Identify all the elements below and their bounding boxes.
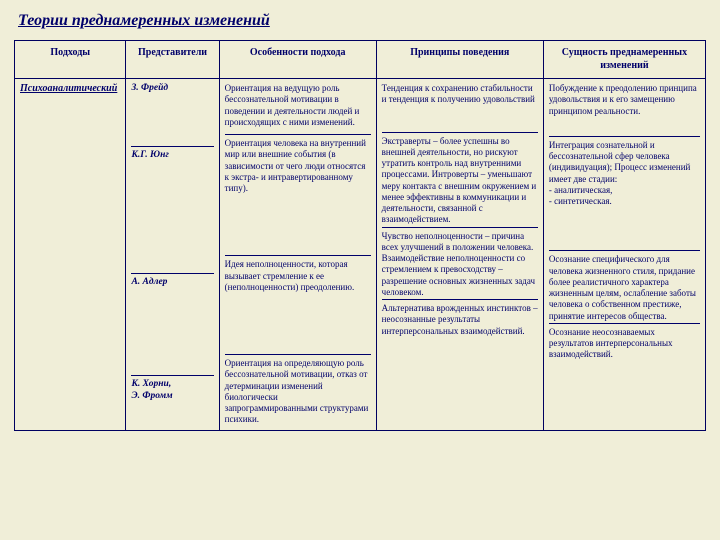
representatives-cell-item: К. Хорни, Э. Фромм	[131, 375, 213, 403]
principles-cell-item: Экстраверты – более успешны во внешней д…	[382, 132, 538, 226]
features-cell-item: Идея неполноценности, которая вызывает с…	[225, 255, 371, 293]
page-title: Теории преднамеренных изменений	[18, 12, 706, 30]
essence-cell-item: Осознание неосознаваемых результатов инт…	[549, 323, 700, 361]
approach-cell: Психоаналитический	[15, 79, 126, 431]
essence-cell-item: Интеграция сознательной и бессознательно…	[549, 136, 700, 208]
header-row: Подходы Представители Особенности подход…	[15, 41, 706, 79]
essence-cell-item: Побуждение к преодолению принципа удовол…	[549, 83, 700, 117]
essence-cell: Побуждение к преодолению принципа удовол…	[543, 79, 705, 431]
approach-label: Психоаналитический	[20, 83, 120, 96]
header-principles: Принципы поведения	[376, 41, 543, 79]
table-row: Психоаналитический З. Фрейд К.Г. Юнг А. Адл…	[15, 79, 706, 431]
features-cell-item: Ориентация на определяющую роль бессозна…	[225, 354, 371, 426]
essence-cell-item: Осознание специфического для человека жи…	[549, 250, 700, 322]
principles-cell-item: Чувство неполноценности – причина всех у…	[382, 227, 538, 299]
header-approach: Подходы	[15, 41, 126, 79]
representatives-cell-item: З. Фрейд	[131, 83, 213, 95]
theory-table: Подходы Представители Особенности подход…	[14, 40, 706, 431]
header-essence: Сущность преднамеренных изменений	[543, 41, 705, 79]
representatives-cell: З. Фрейд К.Г. Юнг А. Адлер К. Хорни, Э. Фро…	[126, 79, 219, 431]
table-body: Психоаналитический З. Фрейд К.Г. Юнг А. Адл…	[15, 79, 706, 431]
principles-cell-item: Тенденция к сохранению стабильности и те…	[382, 83, 538, 106]
principles-cell-item: Альтернатива врожденных инстинктов – нео…	[382, 299, 538, 337]
header-reps: Представители	[126, 41, 219, 79]
representatives-cell-item: А. Адлер	[131, 273, 213, 289]
principles-cell: Тенденция к сохранению стабильности и те…	[376, 79, 543, 431]
header-features: Особенности подхода	[219, 41, 376, 79]
features-cell: Ориентация на ведущую роль бессознательн…	[219, 79, 376, 431]
features-cell-item: Ориентация на ведущую роль бессознательн…	[225, 83, 371, 128]
representatives-cell-item: К.Г. Юнг	[131, 146, 213, 162]
features-cell-item: Ориентация человека на внутренний мир ил…	[225, 134, 371, 194]
